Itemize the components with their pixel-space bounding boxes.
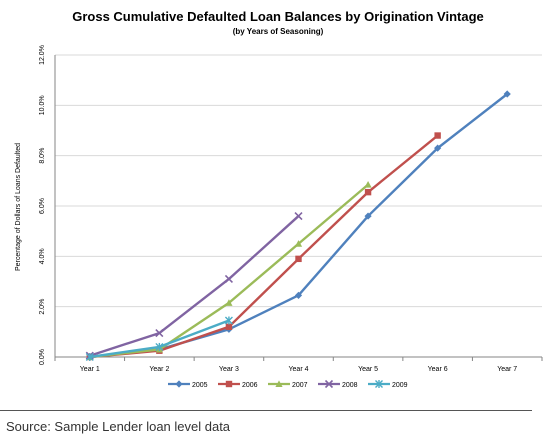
chart-title: Gross Cumulative Defaulted Loan Balances… xyxy=(72,9,484,24)
legend-marker xyxy=(375,380,383,388)
series xyxy=(85,90,511,361)
marker-stroke xyxy=(224,274,233,284)
y-tick-label: 2.0% xyxy=(39,299,46,315)
data-point xyxy=(364,188,372,196)
data-point xyxy=(503,90,511,98)
axes xyxy=(54,55,543,361)
legend-label: 2005 xyxy=(192,382,208,389)
gridlines xyxy=(55,54,542,308)
legend-item-2005: 2005 xyxy=(168,380,208,389)
series-2009 xyxy=(85,316,233,361)
x-tick-label: Year 3 xyxy=(219,366,239,373)
y-tick-label: 6.0% xyxy=(39,198,46,214)
data-point xyxy=(224,316,233,325)
data-point xyxy=(85,353,94,361)
data-point xyxy=(294,240,303,247)
legend-label: 2006 xyxy=(242,382,258,389)
data-point xyxy=(225,323,233,330)
chart-subtitle: (by Years of Seasoning) xyxy=(233,27,324,36)
legend-marker xyxy=(275,380,283,387)
data-point xyxy=(434,132,441,139)
x-tick-label: Year 1 xyxy=(80,366,100,373)
marker-stroke xyxy=(324,379,334,389)
y-tick-labels: 0.0% 2.0% 4.0% 6.0% 8.0% 10.0% 12.0% xyxy=(39,45,46,365)
x-tick-labels: Year 1 Year 2 Year 3 Year 4 Year 5 Year 6 Year… xyxy=(80,366,518,373)
x-tick-label: Year 5 xyxy=(358,366,378,373)
data-point xyxy=(294,212,303,221)
data-point xyxy=(364,212,372,220)
legend-marker xyxy=(225,380,233,388)
x-tick-label: Year 6 xyxy=(428,366,448,373)
y-axis-title: Percentage of Dollars of Loans Defaulted xyxy=(15,143,22,271)
legend-item-2009: 2009 xyxy=(368,380,408,389)
legend-item-2008: 2008 xyxy=(318,379,358,389)
legend: 2005 2006 2007 2008 2009 xyxy=(168,379,408,389)
marker-stroke xyxy=(155,329,164,338)
legend-item-2007: 2007 xyxy=(268,380,308,389)
series-2008 xyxy=(85,212,303,360)
series-2007 xyxy=(86,181,372,360)
source-divider xyxy=(0,410,532,411)
data-point xyxy=(364,181,372,188)
source-note: Source: Sample Lender loan level data xyxy=(6,419,231,434)
y-tick-label: 8.0% xyxy=(39,148,46,164)
data-point xyxy=(434,144,442,152)
data-point xyxy=(155,329,164,338)
legend-marker xyxy=(175,380,183,388)
legend-label: 2008 xyxy=(342,382,358,389)
legend-label: 2009 xyxy=(392,382,408,389)
y-tick-label: 10.0% xyxy=(39,95,46,115)
x-tick-label: Year 4 xyxy=(289,366,309,373)
legend-label: 2007 xyxy=(292,382,308,389)
y-tick-label: 12.0% xyxy=(39,45,46,65)
series-2005 xyxy=(86,90,511,361)
data-point xyxy=(224,274,233,284)
data-point xyxy=(295,255,302,263)
legend-item-2006: 2006 xyxy=(218,380,258,389)
x-tick-label: Year 7 xyxy=(497,366,517,373)
series-line-2008 xyxy=(89,215,300,357)
data-point xyxy=(155,342,164,351)
y-tick-label: 4.0% xyxy=(39,248,46,264)
marker-stroke xyxy=(294,212,303,221)
legend-marker xyxy=(324,379,334,389)
data-point xyxy=(225,299,233,306)
x-tick-label: Year 2 xyxy=(149,366,169,373)
data-point xyxy=(294,291,303,299)
series-line-2005 xyxy=(89,93,508,359)
y-tick-label: 0.0% xyxy=(39,349,46,365)
